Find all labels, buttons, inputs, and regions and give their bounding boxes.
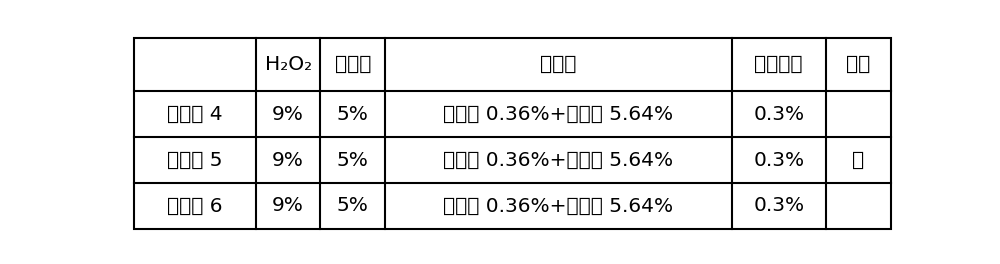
Text: 丙酮酸 0.36%+柠櫬酸 5.64%: 丙酮酸 0.36%+柠櫬酸 5.64%	[443, 105, 673, 124]
Text: 0.3%: 0.3%	[753, 196, 804, 215]
Text: 实施例 5: 实施例 5	[167, 150, 223, 169]
Text: 有机碱: 有机碱	[335, 55, 371, 74]
Text: 9%: 9%	[272, 196, 304, 215]
Text: 5%: 5%	[337, 196, 369, 215]
Text: 水: 水	[852, 150, 864, 169]
Text: 实施例 4: 实施例 4	[167, 105, 223, 124]
Text: 实施例 6: 实施例 6	[167, 196, 223, 215]
Text: 0.3%: 0.3%	[753, 105, 804, 124]
Text: 0.3%: 0.3%	[753, 150, 804, 169]
Text: H₂O₂: H₂O₂	[265, 55, 312, 74]
Text: 5%: 5%	[337, 105, 369, 124]
Text: 苯并三唢: 苯并三唢	[754, 55, 803, 74]
Text: 丙二酸 0.36%+柠櫬酸 5.64%: 丙二酸 0.36%+柠櫬酸 5.64%	[443, 150, 673, 169]
Text: 余量: 余量	[846, 55, 870, 74]
Text: 有机酸: 有机酸	[540, 55, 577, 74]
Text: 谷氨酸 0.36%+柠櫬酸 5.64%: 谷氨酸 0.36%+柠櫬酸 5.64%	[443, 196, 673, 215]
Text: 5%: 5%	[337, 150, 369, 169]
Text: 9%: 9%	[272, 150, 304, 169]
Text: 9%: 9%	[272, 105, 304, 124]
